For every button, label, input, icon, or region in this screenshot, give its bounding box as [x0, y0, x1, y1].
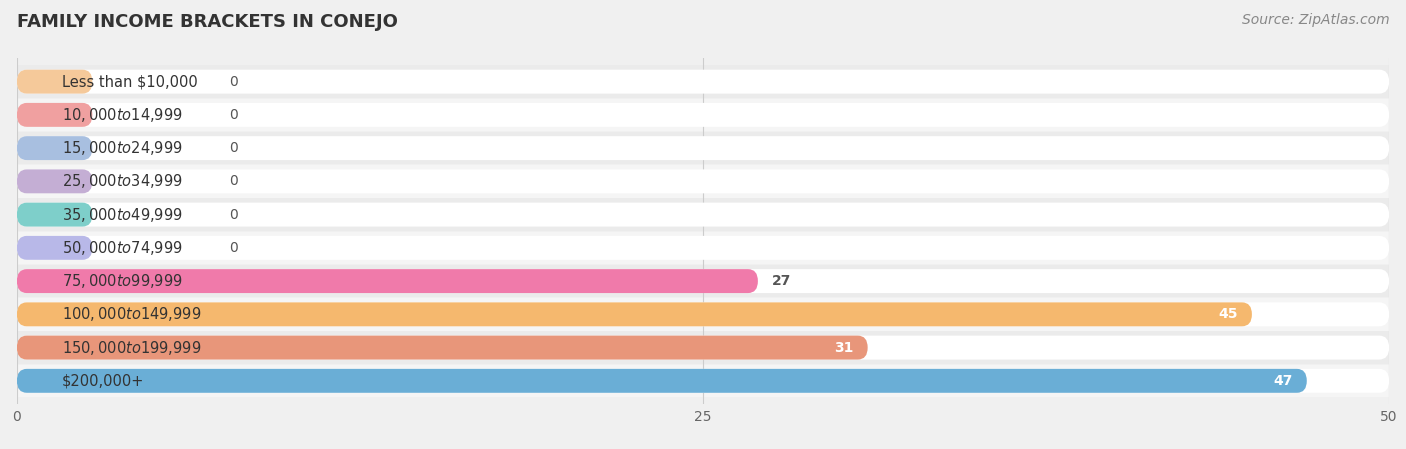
FancyBboxPatch shape	[17, 302, 1389, 326]
FancyBboxPatch shape	[17, 265, 1389, 297]
Text: $100,000 to $149,999: $100,000 to $149,999	[62, 305, 201, 323]
FancyBboxPatch shape	[17, 331, 1389, 364]
Text: 0: 0	[229, 241, 239, 255]
Text: 27: 27	[772, 274, 792, 288]
Text: $15,000 to $24,999: $15,000 to $24,999	[62, 139, 183, 157]
Text: $75,000 to $99,999: $75,000 to $99,999	[62, 272, 183, 290]
FancyBboxPatch shape	[17, 165, 1389, 198]
FancyBboxPatch shape	[17, 369, 1306, 393]
FancyBboxPatch shape	[17, 103, 1389, 127]
FancyBboxPatch shape	[17, 169, 1389, 194]
FancyBboxPatch shape	[17, 70, 93, 93]
FancyBboxPatch shape	[17, 132, 1389, 164]
Text: 0: 0	[229, 108, 239, 122]
FancyBboxPatch shape	[17, 236, 1389, 260]
Text: 45: 45	[1219, 308, 1239, 321]
FancyBboxPatch shape	[17, 302, 1251, 326]
FancyBboxPatch shape	[17, 136, 1389, 160]
Text: $10,000 to $14,999: $10,000 to $14,999	[62, 106, 183, 124]
Text: 31: 31	[835, 341, 853, 355]
FancyBboxPatch shape	[17, 335, 868, 360]
FancyBboxPatch shape	[17, 232, 1389, 264]
Text: Less than $10,000: Less than $10,000	[62, 74, 198, 89]
FancyBboxPatch shape	[17, 99, 1389, 131]
Text: $35,000 to $49,999: $35,000 to $49,999	[62, 206, 183, 224]
Text: $150,000 to $199,999: $150,000 to $199,999	[62, 339, 201, 357]
Text: Source: ZipAtlas.com: Source: ZipAtlas.com	[1241, 13, 1389, 27]
Text: 47: 47	[1274, 374, 1294, 388]
FancyBboxPatch shape	[17, 236, 93, 260]
FancyBboxPatch shape	[17, 70, 1389, 93]
FancyBboxPatch shape	[17, 202, 93, 227]
FancyBboxPatch shape	[17, 335, 1389, 360]
Text: 0: 0	[229, 141, 239, 155]
Text: $50,000 to $74,999: $50,000 to $74,999	[62, 239, 183, 257]
FancyBboxPatch shape	[17, 365, 1389, 397]
Text: FAMILY INCOME BRACKETS IN CONEJO: FAMILY INCOME BRACKETS IN CONEJO	[17, 13, 398, 31]
FancyBboxPatch shape	[17, 202, 1389, 227]
FancyBboxPatch shape	[17, 269, 1389, 293]
Text: $25,000 to $34,999: $25,000 to $34,999	[62, 172, 183, 190]
FancyBboxPatch shape	[17, 169, 93, 194]
FancyBboxPatch shape	[17, 66, 1389, 98]
Text: 0: 0	[229, 174, 239, 189]
FancyBboxPatch shape	[17, 198, 1389, 231]
Text: $200,000+: $200,000+	[62, 373, 145, 388]
Text: 0: 0	[229, 207, 239, 222]
FancyBboxPatch shape	[17, 369, 1389, 393]
FancyBboxPatch shape	[17, 269, 758, 293]
FancyBboxPatch shape	[17, 298, 1389, 330]
FancyBboxPatch shape	[17, 136, 93, 160]
Text: 0: 0	[229, 75, 239, 88]
FancyBboxPatch shape	[17, 103, 93, 127]
